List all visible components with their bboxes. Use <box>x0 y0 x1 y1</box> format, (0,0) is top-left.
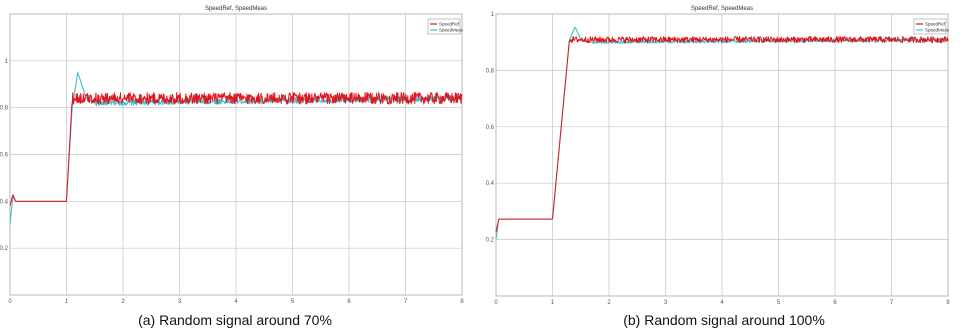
y-tick-label: 1 <box>5 59 9 65</box>
y-tick-label: 0.4 <box>0 199 9 205</box>
x-tick-label: 2 <box>607 300 611 306</box>
x-tick-label: 6 <box>833 300 837 306</box>
y-tick-label: 0.2 <box>0 246 9 252</box>
chart-a: SpeedRef, SpeedMeas 0 1 2 3 4 5 6 7 8 0.2 0.4 0.6 0.8… <box>0 6 464 305</box>
x-tick-label: 0 <box>8 299 12 305</box>
y-tick-label: 0.2 <box>486 238 495 244</box>
x-tick-label: 3 <box>178 299 182 305</box>
y-tick-label: 0.4 <box>486 181 495 187</box>
x-tick-label: 0 <box>494 300 498 306</box>
chart-title: SpeedRef, SpeedMeas <box>691 6 753 12</box>
x-tick-label: 5 <box>291 299 295 305</box>
x-tick-label: 2 <box>121 299 125 305</box>
x-tick-label: 5 <box>777 300 781 306</box>
x-tick-label: 6 <box>347 299 351 305</box>
x-tick-label: 8 <box>946 300 950 306</box>
legend-label: SpeedRef <box>439 22 460 27</box>
series-speedref-line <box>9 91 463 207</box>
y-tick-label: 0.6 <box>486 125 495 131</box>
legend-label: SpeedMeas <box>925 28 950 33</box>
caption-b: (b) Random signal around 100% <box>623 312 825 328</box>
x-tick-label: 4 <box>234 299 238 305</box>
x-tick-label: 7 <box>890 300 894 306</box>
caption-a: (a) Random signal around 70% <box>138 312 332 328</box>
x-tick-label: 1 <box>551 300 555 306</box>
legend-label: SpeedMeas <box>439 28 464 33</box>
chart-panel-b: SpeedRef, SpeedMeas 0 1 2 3 4 5 6 7 8 0.2 0.4 0.6 0.8… <box>484 0 964 333</box>
chart-b: SpeedRef, SpeedMeas 0 1 2 3 4 5 6 7 8 0.2 0.4 0.6 0.8… <box>486 6 951 306</box>
x-tick-label: 7 <box>404 299 408 305</box>
y-tick-label: 0.6 <box>0 153 9 159</box>
x-tick-label: 1 <box>65 299 69 305</box>
y-tick-label: 1 <box>491 12 495 18</box>
x-tick-label: 4 <box>720 300 724 306</box>
x-tick-label: 3 <box>664 300 668 306</box>
chart-panel-a: SpeedRef, SpeedMeas 0 1 2 3 4 5 6 7 8 0.2 0.4 0.6 0.8… <box>0 0 470 333</box>
y-tick-label: 0.8 <box>486 68 495 74</box>
legend-label: SpeedRef <box>925 22 946 27</box>
series-speedref-line <box>495 36 949 233</box>
x-tick-label: 8 <box>460 299 464 305</box>
y-tick-label: 0.8 <box>0 106 9 112</box>
chart-title: SpeedRef, SpeedMeas <box>205 6 267 12</box>
